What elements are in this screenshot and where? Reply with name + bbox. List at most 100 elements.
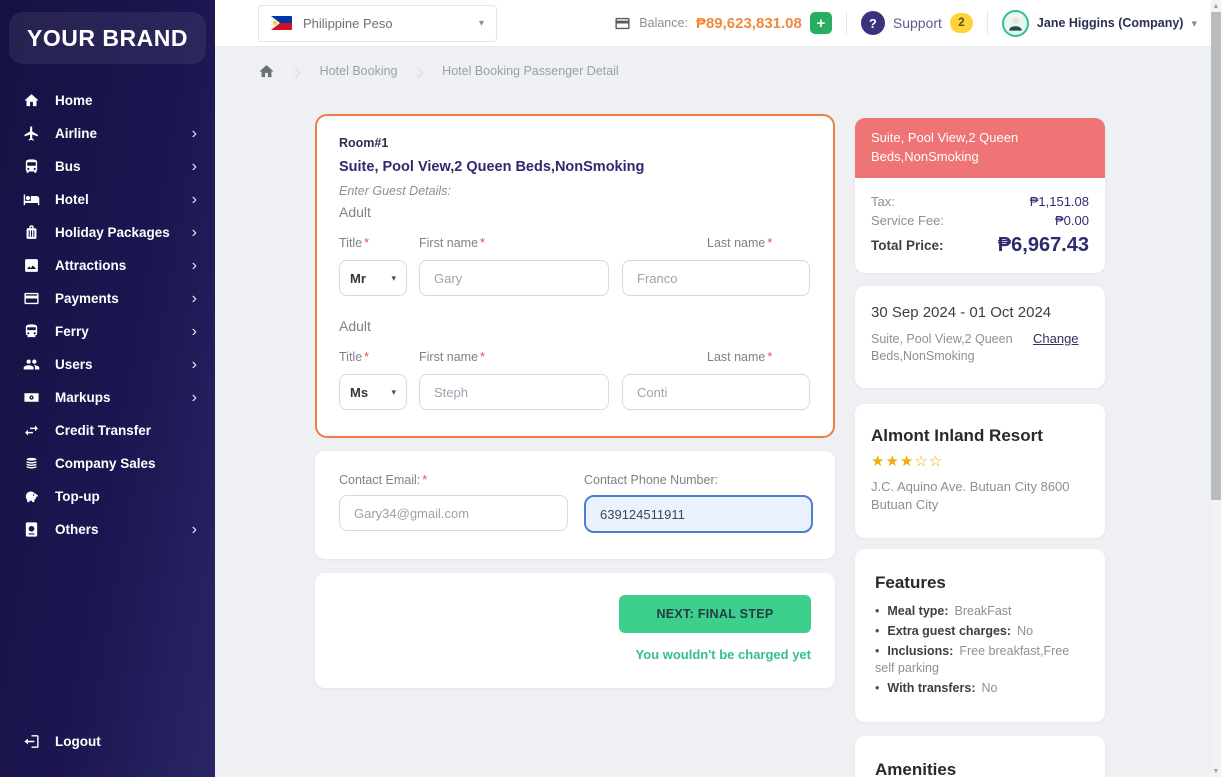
tax-label: Tax:	[871, 193, 895, 209]
contact-card: Contact Email:* Contact Phone Number:	[315, 451, 835, 559]
features-card: Features • Meal type: BreakFast • Extra gue…	[855, 549, 1105, 723]
scrollbar-thumb[interactable]	[1211, 12, 1221, 500]
chevron-down-icon: ▾	[1191, 17, 1197, 30]
title-select[interactable]: Mr ▾	[339, 260, 407, 296]
service-fee-label: Service Fee:	[871, 212, 944, 228]
divider	[986, 11, 988, 35]
home-icon	[23, 92, 40, 109]
contact-phone-group: Contact Phone Number:	[584, 473, 813, 533]
sidebar-item-top-up[interactable]: Top-up	[0, 480, 215, 513]
contact-phone-input[interactable]	[584, 495, 813, 533]
user-menu[interactable]: Jane Higgins (Company) ▾	[1001, 9, 1197, 37]
bullet-icon: •	[875, 680, 880, 695]
field-labels-row: Title * First name * Last name *	[339, 234, 811, 252]
first-name-input[interactable]	[419, 374, 609, 410]
question-mark-icon: ?	[860, 11, 885, 35]
support-menu[interactable]: ? Support 2	[860, 11, 973, 35]
sidebar-item-bus[interactable]: Bus ›	[0, 150, 215, 183]
required-asterisk: *	[364, 236, 370, 250]
chevron-right-icon: ›	[191, 322, 197, 340]
required-asterisk: *	[422, 473, 428, 487]
caret-down-icon: ▾	[391, 386, 396, 397]
sidebar-item-company-sales[interactable]: Company Sales	[0, 447, 215, 480]
last-name-label: Last name	[707, 350, 766, 364]
sidebar-item-label: Payments	[55, 291, 119, 306]
next-final-step-button[interactable]: NEXT: FINAL STEP	[619, 595, 811, 633]
last-name-input[interactable]	[622, 374, 810, 410]
avatar	[1001, 9, 1029, 37]
sidebar-item-credit-transfer[interactable]: Credit Transfer	[0, 414, 215, 447]
feature-item: • With transfers: No	[875, 680, 998, 695]
sidebar-item-users[interactable]: Users ›	[0, 348, 215, 381]
sidebar-item-ferry[interactable]: Ferry ›	[0, 315, 215, 348]
sidebar-item-airline[interactable]: Airline ›	[0, 117, 215, 150]
brand-logo: YOUR BRAND	[9, 12, 206, 64]
sidebar-item-home[interactable]: Home	[0, 84, 215, 117]
stay-date-range: 30 Sep 2024 - 01 Oct 2024	[871, 303, 1052, 321]
scroll-down-arrow-icon[interactable]: ▼	[1212, 767, 1220, 775]
currency-selected-value: Philippine Peso	[303, 15, 393, 31]
field-labels-row: Title * First name * Last name *	[339, 348, 811, 366]
breadcrumb: › Hotel Booking › Hotel Booking Passenge…	[215, 47, 1211, 95]
room-name: Suite, Pool View,2 Queen Beds,NonSmoking	[339, 159, 645, 175]
title-label: Title	[339, 236, 363, 250]
vertical-scrollbar[interactable]: ▲ ▼	[1211, 0, 1221, 777]
sidebar-item-markups[interactable]: Markups ›	[0, 381, 215, 414]
chevron-right-icon: ›	[191, 355, 197, 373]
features-list: • Meal type: BreakFast • Extra guest charge…	[875, 603, 1085, 696]
credit-card-icon	[23, 290, 40, 307]
first-name-label: First name	[419, 236, 479, 250]
currency-select[interactable]: Philippine Peso ▾	[258, 4, 497, 42]
wallet-card-icon	[614, 15, 631, 32]
logout-icon	[23, 733, 40, 750]
sidebar-item-payments[interactable]: Payments ›	[0, 282, 215, 315]
title-select-value: Ms	[350, 384, 369, 400]
change-room-link[interactable]: Change	[1033, 330, 1079, 346]
left-column: Room#1 Suite, Pool View,2 Queen Beds,Non…	[315, 114, 835, 688]
title-select[interactable]: Ms ▾	[339, 374, 407, 410]
breadcrumb-home-icon[interactable]	[258, 63, 275, 80]
page-columns: Room#1 Suite, Pool View,2 Queen Beds,Non…	[215, 114, 1211, 777]
contact-email-input[interactable]	[339, 495, 568, 531]
sidebar-item-holiday-packages[interactable]: Holiday Packages ›	[0, 216, 215, 249]
breadcrumb-item-passenger-detail: Hotel Booking Passenger Detail	[442, 64, 619, 78]
breadcrumb-separator-icon: ›	[415, 56, 425, 86]
scroll-up-arrow-icon[interactable]: ▲	[1212, 2, 1220, 10]
required-asterisk: *	[480, 350, 485, 364]
user-name: Jane Higgins (Company)	[1036, 16, 1184, 30]
chevron-right-icon: ›	[191, 124, 197, 142]
bus-icon	[23, 158, 40, 175]
chevron-right-icon: ›	[191, 289, 197, 307]
piggy-bank-icon	[23, 488, 40, 505]
last-name-input[interactable]	[622, 260, 810, 296]
first-name-input[interactable]	[419, 260, 609, 296]
guest-type-label: Adult	[339, 318, 371, 334]
breadcrumb-item-hotel-booking[interactable]: Hotel Booking	[319, 64, 398, 78]
required-asterisk: *	[767, 236, 773, 250]
star-filled-icons: ★★★	[871, 452, 915, 470]
total-price-label: Total Price:	[871, 237, 944, 253]
sidebar-item-attractions[interactable]: Attractions ›	[0, 249, 215, 282]
plane-icon	[23, 125, 40, 142]
charge-note: You wouldn't be charged yet	[635, 647, 811, 662]
sidebar-item-label: Holiday Packages	[55, 225, 170, 240]
stay-room-name: Suite, Pool View,2 Queen Beds,NonSmoking	[871, 331, 1013, 364]
logout-button[interactable]: Logout	[0, 725, 215, 777]
required-asterisk: *	[364, 350, 370, 364]
room-number: Room#1	[339, 136, 389, 150]
coins-icon	[23, 455, 40, 472]
banknote-icon	[23, 389, 40, 406]
topbar-right: Balance: ₱89,623,831.08 + ? Support 2 Ja…	[614, 9, 1197, 37]
support-badge: 2	[949, 13, 973, 33]
guest-type-label: Adult	[339, 204, 371, 220]
philippines-flag-icon	[271, 16, 292, 30]
sidebar-item-hotel[interactable]: Hotel ›	[0, 183, 215, 216]
chevron-right-icon: ›	[191, 157, 197, 175]
chevron-right-icon: ›	[191, 223, 197, 241]
sidebar-item-label: Company Sales	[55, 456, 156, 471]
last-name-label: Last name	[707, 236, 766, 250]
add-balance-button[interactable]: +	[809, 12, 832, 34]
luggage-icon	[23, 224, 40, 241]
sidebar-item-others[interactable]: Others ›	[0, 513, 215, 546]
balance-amount: ₱89,623,831.08	[695, 14, 802, 32]
